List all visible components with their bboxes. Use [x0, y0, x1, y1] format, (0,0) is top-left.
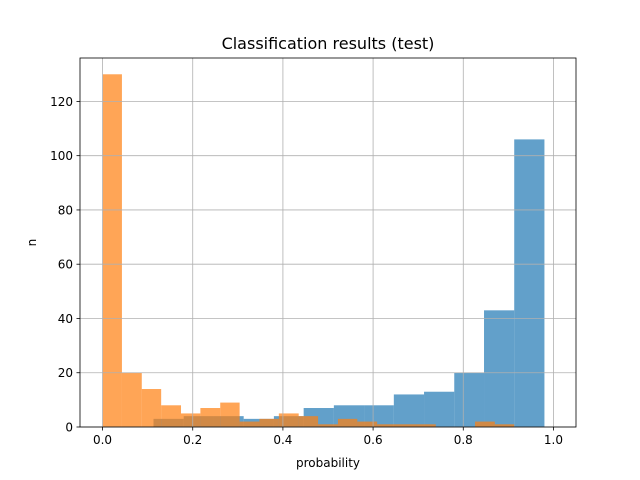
histogram-bar — [259, 418, 279, 427]
y-axis-ticks: 0 20 40 60 80 100 120 — [50, 95, 80, 435]
x-axis-ticks: 0.0 0.2 0.4 0.6 0.8 1.0 — [93, 427, 563, 447]
histogram-bar — [200, 408, 221, 427]
histogram-bar — [102, 74, 122, 427]
x-tick-label: 0.0 — [93, 433, 112, 447]
x-tick-label: 1.0 — [544, 433, 563, 447]
y-tick-label: 20 — [58, 366, 73, 380]
histogram-bar — [121, 372, 142, 427]
histogram-bar — [514, 139, 545, 427]
y-tick-label: 80 — [58, 203, 73, 217]
histogram-bar — [318, 424, 338, 427]
histogram-bar — [278, 413, 299, 427]
x-tick-label: 0.8 — [454, 433, 473, 447]
histogram-bar — [220, 402, 240, 427]
y-tick-label: 120 — [50, 95, 73, 109]
plot-frame — [79, 57, 577, 428]
x-tick-label: 0.6 — [364, 433, 383, 447]
x-axis-label: probability — [296, 456, 360, 470]
histogram-bar — [416, 424, 436, 427]
bars-layer — [102, 74, 545, 427]
x-tick-label: 0.2 — [183, 433, 202, 447]
histogram-bar — [474, 421, 495, 427]
y-tick-label: 60 — [58, 258, 73, 272]
y-tick-label: 100 — [50, 149, 73, 163]
histogram-bar — [454, 372, 485, 427]
histogram-bar — [161, 405, 182, 427]
histogram-bar — [494, 424, 515, 427]
y-tick-label: 0 — [65, 421, 73, 435]
grid-layer — [80, 58, 576, 428]
y-axis-label: n — [25, 239, 39, 247]
histogram-bar — [377, 424, 397, 427]
chart-title: Classification results (test) — [222, 34, 435, 53]
histogram-bar — [239, 421, 260, 427]
histogram-bar — [484, 310, 515, 427]
histogram-bar — [393, 394, 425, 427]
histogram-bar — [424, 391, 455, 427]
y-tick-label: 40 — [58, 312, 73, 326]
histogram-bar — [396, 424, 417, 427]
histogram-bar — [357, 421, 378, 427]
histogram-bar — [337, 418, 358, 427]
histogram-bar — [141, 389, 162, 427]
series-0 — [153, 139, 545, 427]
x-tick-label: 0.4 — [273, 433, 292, 447]
histogram-bar — [298, 416, 319, 427]
series-1 — [102, 74, 515, 427]
histogram-bar — [181, 413, 201, 427]
